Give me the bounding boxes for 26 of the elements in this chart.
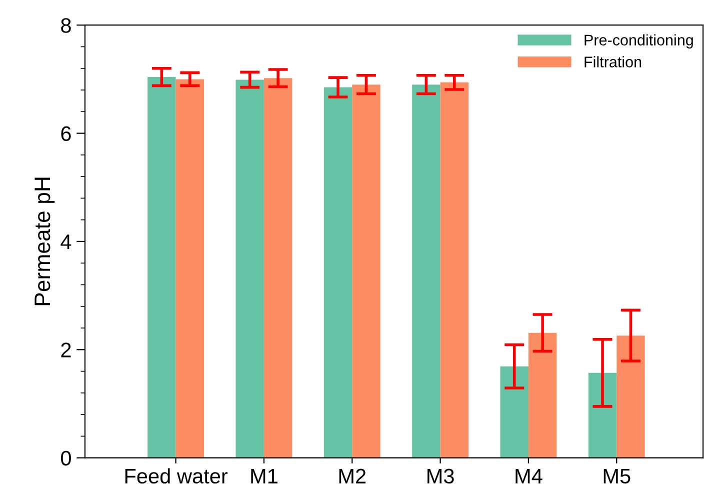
bar [616, 336, 645, 458]
y-axis-title: Permeate pH [34, 178, 55, 306]
bar [440, 82, 469, 458]
legend-label: Pre-conditioning [584, 34, 693, 49]
bar [176, 79, 204, 458]
y-tick-label: 6 [61, 126, 71, 142]
bar [264, 78, 292, 458]
bar [588, 372, 617, 458]
y-tick-label: 0 [60, 450, 71, 466]
bar [500, 366, 528, 458]
y-tick-label: 2 [61, 342, 71, 358]
bar [352, 84, 380, 458]
y-tick-label: 8 [61, 18, 71, 33]
y-tick-label: 4 [60, 234, 72, 250]
x-tick-label: M2 [339, 468, 366, 484]
bar [148, 77, 176, 458]
x-tick-label: M1 [251, 469, 278, 484]
bar [236, 80, 264, 458]
bar [528, 332, 557, 458]
x-tick-label: Feed water [125, 468, 228, 484]
x-tick-label: M3 [428, 468, 454, 484]
legend-label: Filtration [584, 56, 642, 68]
x-tick-label: M5 [604, 469, 630, 484]
bar [412, 84, 440, 458]
bar [324, 87, 352, 458]
x-tick-label: M4 [516, 469, 542, 484]
